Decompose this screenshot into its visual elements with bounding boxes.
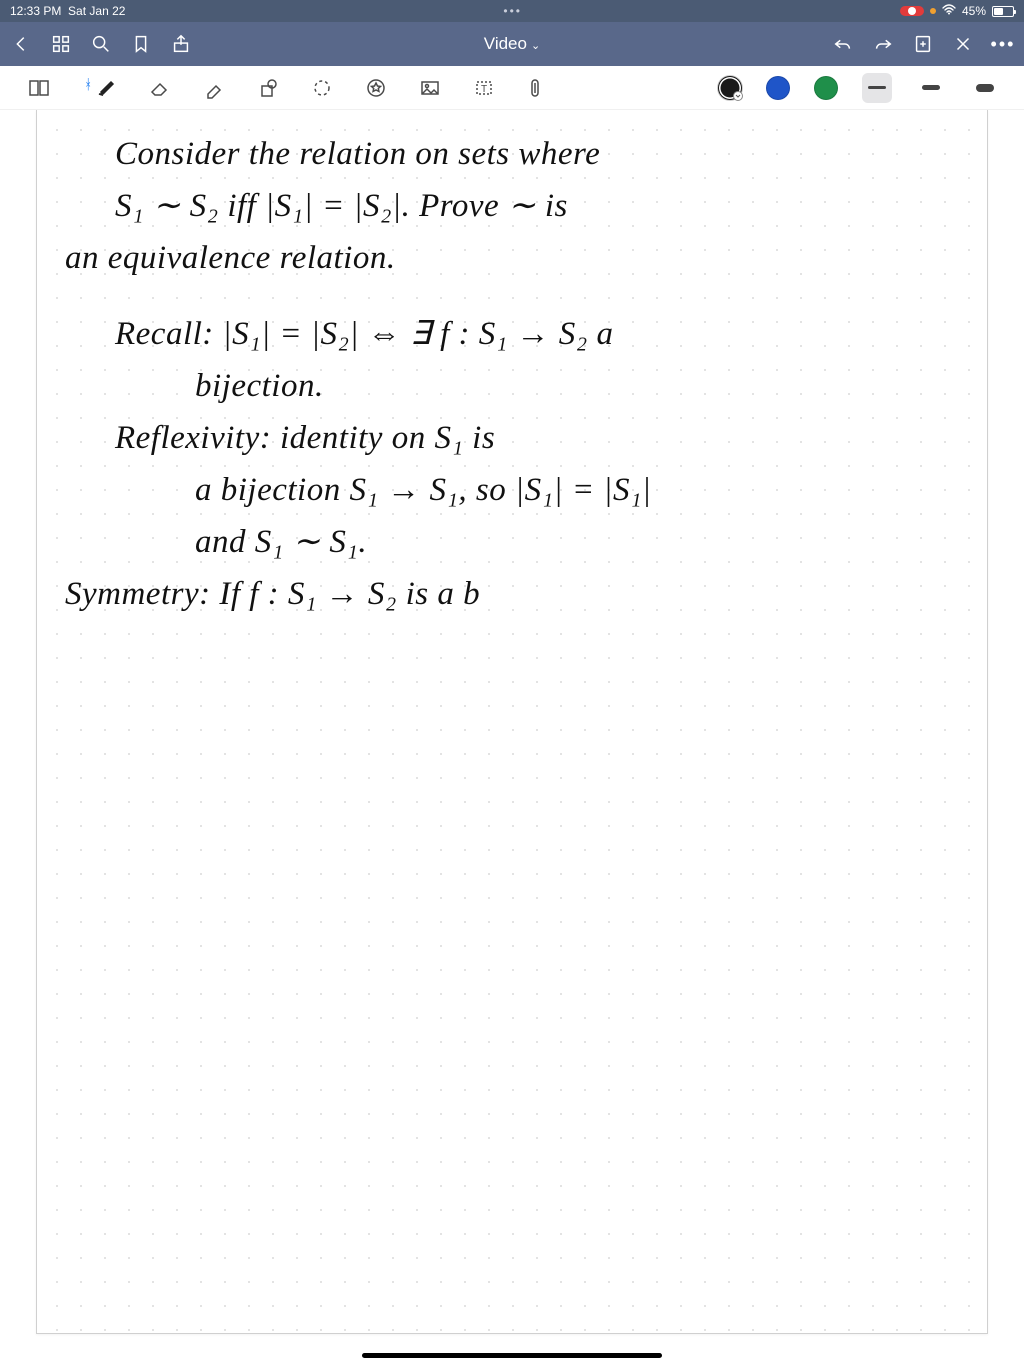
thickness-0-bar bbox=[868, 86, 886, 89]
shape-tool[interactable] bbox=[253, 73, 283, 103]
battery-fill bbox=[994, 8, 1003, 15]
handwriting-line: Symmetry: If f : S₁ → S₂ is a b bbox=[65, 568, 959, 620]
back-button[interactable] bbox=[10, 33, 32, 55]
thumbnails-button[interactable] bbox=[50, 33, 72, 55]
highlighter-tool[interactable] bbox=[199, 73, 229, 103]
bookmark-button[interactable] bbox=[130, 33, 152, 55]
status-app-menu-icon[interactable]: ••• bbox=[503, 4, 522, 18]
eraser-tool[interactable] bbox=[145, 73, 175, 103]
tape-tool[interactable] bbox=[523, 73, 553, 103]
redo-button[interactable] bbox=[872, 33, 894, 55]
thickness-0[interactable] bbox=[862, 73, 892, 103]
close-button[interactable] bbox=[952, 33, 974, 55]
undo-button[interactable] bbox=[832, 33, 854, 55]
color-swatch-1[interactable] bbox=[766, 76, 790, 100]
nav-bar: Video ⌄ ••• bbox=[0, 22, 1024, 66]
status-time-date: 12:33 PM Sat Jan 22 bbox=[10, 4, 125, 18]
privacy-indicator-icon bbox=[930, 8, 936, 14]
status-date: Sat Jan 22 bbox=[68, 4, 125, 18]
document-title: Video bbox=[484, 34, 527, 54]
page-nav-tool[interactable] bbox=[24, 73, 54, 103]
note-canvas[interactable]: Consider the relation on sets whereS₁ ∼ … bbox=[36, 110, 988, 1334]
document-title-button[interactable]: Video ⌄ bbox=[192, 34, 832, 54]
battery-percentage: 45% bbox=[962, 4, 986, 18]
text-tool[interactable]: T bbox=[469, 73, 499, 103]
pen-tool[interactable] bbox=[91, 72, 121, 102]
pen-tool-wrapper: ᚼ bbox=[78, 72, 121, 104]
image-tool[interactable] bbox=[415, 73, 445, 103]
recording-dot-icon bbox=[908, 7, 916, 15]
screen-recording-pill[interactable] bbox=[900, 6, 924, 16]
add-page-button[interactable] bbox=[912, 33, 934, 55]
thickness-2[interactable] bbox=[970, 73, 1000, 103]
handwriting-line: a bijection S₁ → S₁, so |S₁| = |S₁| bbox=[65, 464, 959, 516]
chevron-down-icon bbox=[733, 91, 743, 101]
battery-icon bbox=[992, 6, 1014, 17]
color-swatch-0[interactable] bbox=[718, 76, 742, 100]
status-time: 12:33 PM bbox=[10, 4, 61, 18]
thickness-1-bar bbox=[922, 85, 940, 90]
home-indicator[interactable] bbox=[362, 1353, 662, 1358]
handwriting-line: Reflexivity: identity on S₁ is bbox=[65, 412, 959, 464]
more-button[interactable]: ••• bbox=[992, 33, 1014, 55]
status-bar: 12:33 PM Sat Jan 22 ••• 45% bbox=[0, 0, 1024, 22]
handwriting-line: Consider the relation on sets where bbox=[65, 128, 959, 180]
wifi-icon bbox=[942, 4, 956, 18]
bluetooth-icon: ᚼ bbox=[84, 76, 92, 92]
thickness-2-bar bbox=[976, 84, 994, 92]
lasso-tool[interactable] bbox=[307, 73, 337, 103]
favorites-tool[interactable] bbox=[361, 73, 391, 103]
tool-bar: ᚼ T bbox=[0, 66, 1024, 110]
handwriting-line: and S₁ ∼ S₁. bbox=[65, 516, 959, 568]
thickness-1[interactable] bbox=[916, 73, 946, 103]
handwriting-line: Recall: |S₁| = |S₂| ⇔ ∃ f : S₁ → S₂ a bbox=[65, 308, 959, 360]
chevron-down-icon: ⌄ bbox=[531, 39, 540, 52]
share-button[interactable] bbox=[170, 33, 192, 55]
svg-text:T: T bbox=[481, 84, 487, 95]
handwriting-line: an equivalence relation. bbox=[65, 232, 959, 284]
color-swatch-2[interactable] bbox=[814, 76, 838, 100]
handwriting-layer: Consider the relation on sets whereS₁ ∼ … bbox=[37, 110, 987, 1333]
handwriting-line: bijection. bbox=[65, 360, 959, 412]
search-button[interactable] bbox=[90, 33, 112, 55]
handwriting-line: S₁ ∼ S₂ iff |S₁| = |S₂|. Prove ∼ is bbox=[65, 180, 959, 232]
